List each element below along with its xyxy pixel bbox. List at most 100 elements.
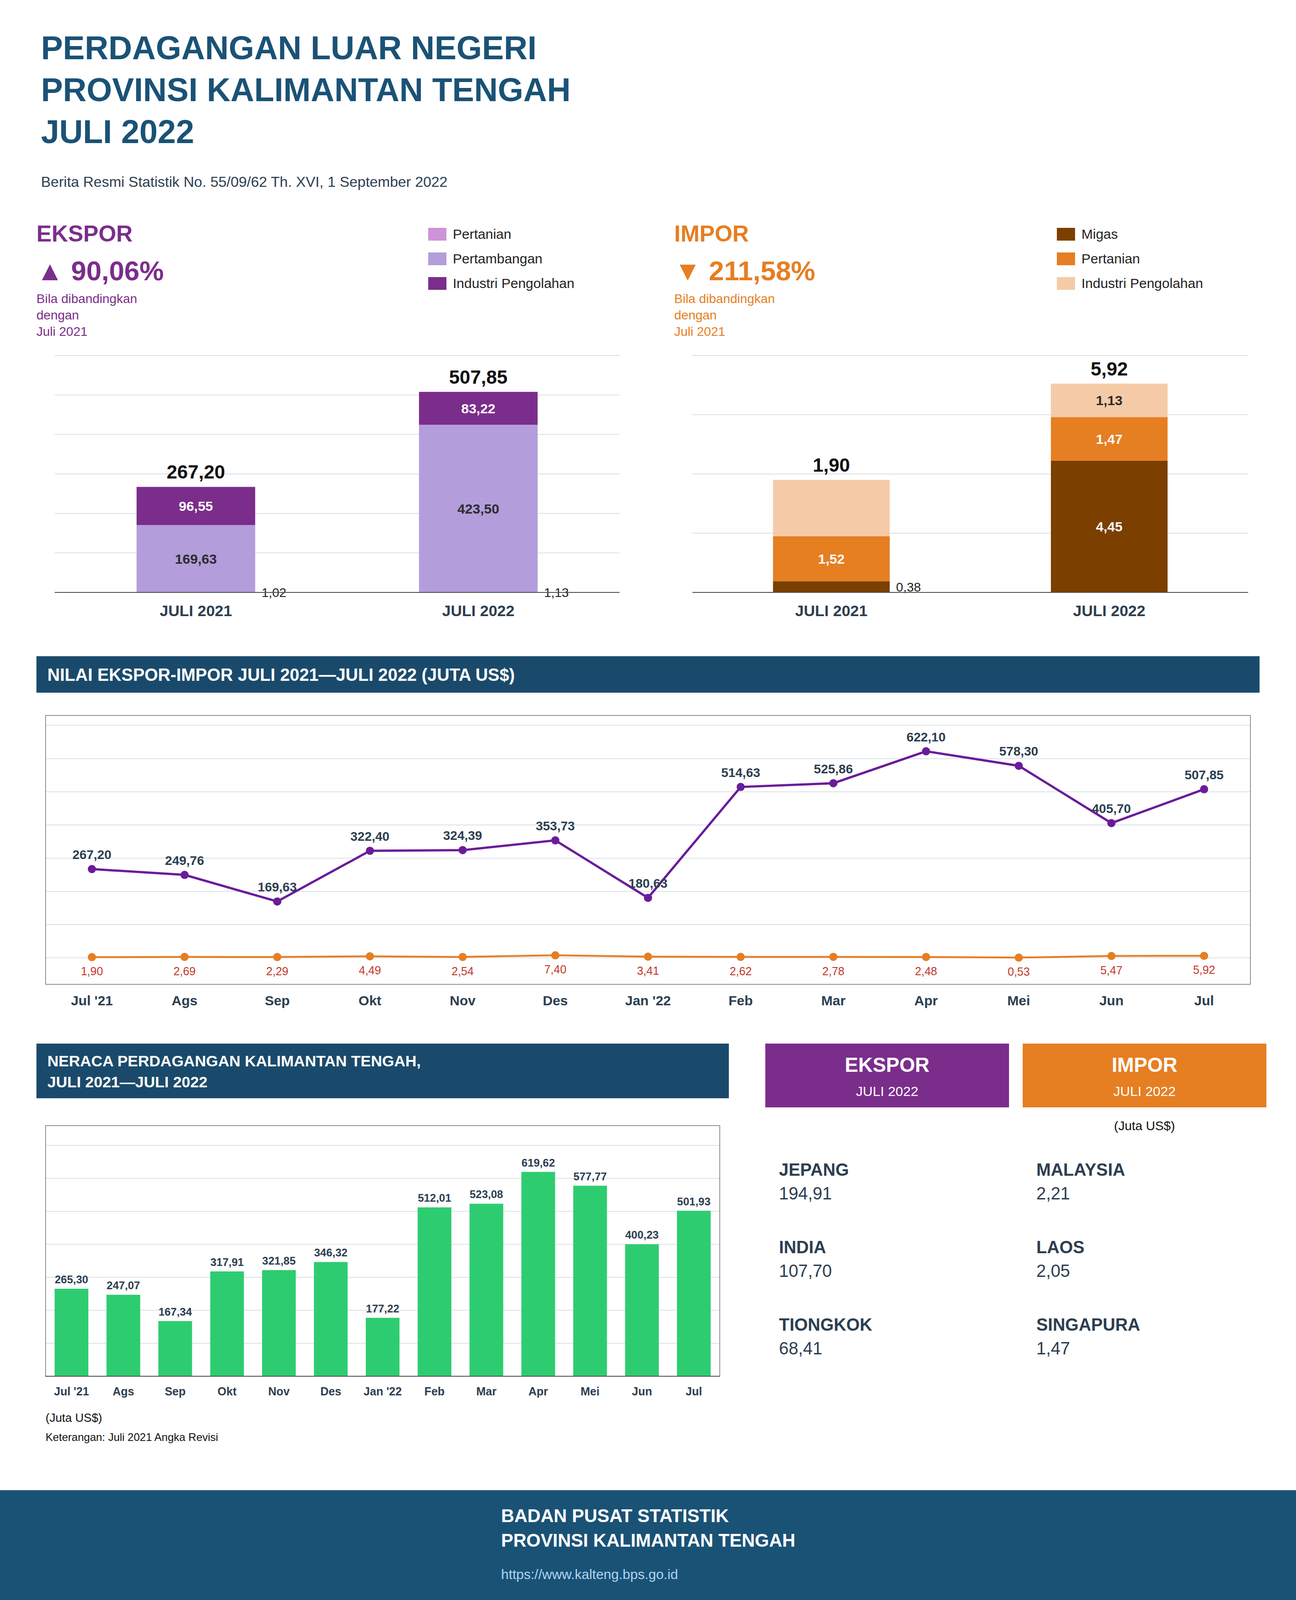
data-label: 177,22: [365, 1301, 400, 1315]
lines: [87, 747, 1209, 962]
point: [1107, 951, 1116, 960]
bar: [521, 1171, 556, 1376]
data-label: 2,29: [266, 964, 289, 978]
grid-line: [45, 1144, 720, 1146]
point: [551, 950, 560, 959]
data-label: 180,63: [628, 875, 668, 891]
x-tick-label: Jun: [631, 1384, 652, 1398]
data-label: 2,69: [173, 964, 196, 978]
point: [458, 845, 467, 854]
chart: IMPOR▼ 211,58%Bila dibandingkandenganJul…: [674, 220, 1249, 620]
bar-segment: [136, 524, 256, 592]
bar-segment: [1050, 460, 1168, 593]
row-name: MALAYSIA: [1036, 1159, 1126, 1179]
x-tick-label: Ags: [171, 992, 198, 1008]
bar: [573, 1185, 607, 1376]
x-tick-label: Apr: [914, 992, 938, 1008]
point: [1014, 952, 1023, 962]
point: [365, 951, 374, 960]
annotation: (Juta US$): [45, 1410, 103, 1425]
data-label: 322,40: [350, 829, 390, 844]
data-label: 578,30: [999, 743, 1039, 759]
data-label: 5,47: [1100, 963, 1123, 977]
bar-segment: [419, 424, 538, 592]
table: EKSPORJULI 2022JEPANG194,91INDIA107,70TI…: [765, 1043, 1267, 1358]
x-tick-label: Sep: [264, 992, 290, 1008]
bar: [313, 1261, 348, 1376]
grid-line: [45, 857, 1251, 859]
grid-line: [45, 1276, 720, 1278]
data-label: 577,77: [573, 1169, 607, 1183]
x-tick-label: Des: [542, 992, 569, 1008]
data-label: 1,47: [1096, 431, 1123, 447]
point: [922, 952, 931, 961]
data-label: 324,39: [443, 828, 483, 843]
data-label: 353,73: [535, 818, 575, 833]
legend-label: Pertanian: [452, 226, 512, 242]
chart: NILAI EKSPOR-IMPOR JULI 2021—JULI 2022 (…: [36, 655, 1260, 1008]
row-name: JEPANG: [778, 1159, 849, 1179]
point: [922, 747, 931, 756]
text-line: Bila dibandingkan: [674, 291, 775, 306]
chart: NERACA PERDAGANGAN KALIMANTAN TENGAH,JUL…: [36, 1043, 729, 1443]
bar: [417, 1206, 452, 1376]
data-label: 5,92: [1193, 963, 1216, 976]
x-axis: [45, 1375, 720, 1377]
text-line: Bila dibandingkan: [36, 291, 138, 306]
x-tick-label: JULI 2021: [159, 601, 233, 620]
plot-frame: [45, 715, 1251, 984]
data-label: 507,85: [1184, 767, 1224, 782]
x-tick-label: Jun: [1099, 992, 1124, 1008]
chart: EKSPOR▲ 90,06%Bila dibandingkandenganJul…: [36, 220, 620, 620]
data-label: 321,85: [262, 1254, 296, 1267]
data-label: 96,55: [178, 498, 213, 514]
x-axis: [54, 591, 620, 593]
x-tick-label: Des: [320, 1384, 342, 1398]
point: [1199, 951, 1209, 960]
data-label: 1,90: [80, 964, 103, 978]
change-label: ▲ 90,06%: [36, 255, 164, 287]
data-label: 247,07: [106, 1278, 140, 1291]
x-tick-label: Mar: [821, 992, 846, 1008]
footer-text: BADAN PUSAT STATISTIKPROVINSI KALIMANTAN…: [501, 1505, 796, 1550]
point: [829, 778, 838, 788]
grid-line: [45, 890, 1251, 892]
bar-segment: [1050, 416, 1168, 461]
data-label: 267,20: [72, 847, 112, 862]
data-label: 167,34: [158, 1305, 193, 1318]
x-tick-label: Feb: [424, 1384, 445, 1398]
column-subtitle: JULI 2022: [1113, 1083, 1176, 1099]
point: [1107, 818, 1116, 827]
legend: PertanianPertambanganIndustri Pengolahan: [428, 226, 575, 291]
change-label: ▼ 211,58%: [674, 255, 816, 287]
column-header: [765, 1043, 1010, 1107]
x-tick-label: Mar: [476, 1384, 497, 1398]
change-note: Bila dibandingkandenganJuli 2021: [674, 291, 775, 339]
bar-segment: [773, 479, 890, 537]
bar: [261, 1269, 296, 1376]
text-line: JULI 2021—JULI 2022: [47, 1072, 208, 1091]
grid-line: [692, 354, 1249, 356]
x-tick-label: Nov: [268, 1384, 290, 1398]
total-label: 267,20: [166, 461, 226, 483]
footer-url: https://www.kalteng.bps.go.id: [501, 1566, 679, 1582]
title-band: [36, 1043, 729, 1098]
legend-swatch: [428, 227, 447, 241]
legend-swatch: [1056, 276, 1076, 290]
total-label: 5,92: [1090, 358, 1128, 380]
bar: [469, 1203, 504, 1376]
bar-segment: [773, 580, 890, 593]
grid-line: [45, 1375, 720, 1377]
plot-frame: [45, 1125, 720, 1376]
data-label: 1,52: [818, 551, 845, 567]
grid-line: [45, 824, 1251, 825]
text-line: PERDAGANGAN LUAR NEGERI: [40, 29, 537, 67]
data-label: 523,08: [469, 1187, 503, 1200]
grid-line: [45, 724, 1251, 726]
text-line: Juli 2021: [674, 324, 726, 339]
legend-label: Industri Pengolahan: [452, 275, 575, 291]
x-tick-label: JULI 2022: [1073, 601, 1146, 620]
text-line: Juli 2021: [36, 324, 88, 339]
unit-label: (Juta US$): [1114, 1118, 1176, 1133]
grid-line: [54, 591, 620, 593]
